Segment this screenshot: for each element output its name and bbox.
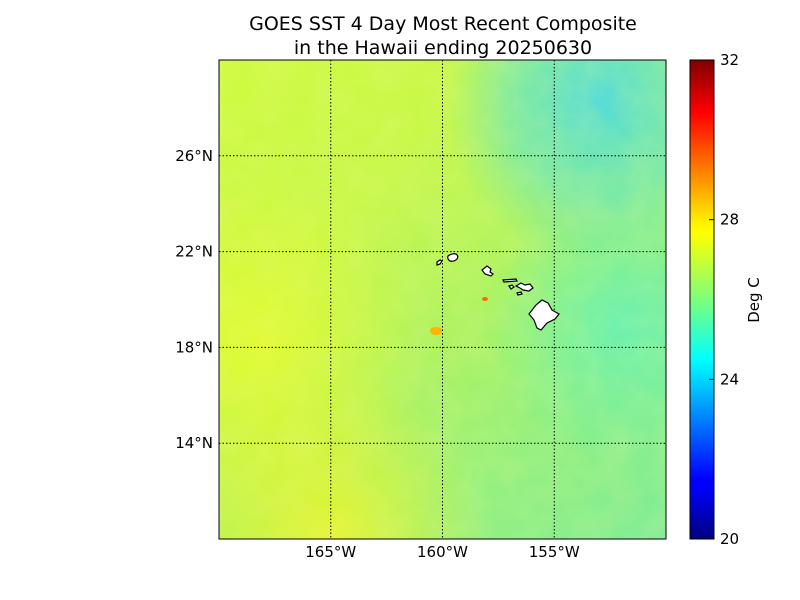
- longitude-label: 165°W: [305, 543, 356, 561]
- warm-spot-small: [482, 297, 488, 301]
- island-kauai: [447, 253, 459, 262]
- island-kahoolawe: [516, 291, 523, 296]
- latitude-label: 26°N: [175, 147, 213, 165]
- map-title: GOES SST 4 Day Most Recent Composite in …: [218, 12, 668, 60]
- colorbar-tick-label: 32: [720, 51, 739, 69]
- colorbar-label: Deg C: [745, 277, 763, 323]
- title-line-2: in the Hawaii ending 20250630: [293, 37, 593, 59]
- longitude-label: 155°W: [529, 543, 580, 561]
- latitude-label: 22°N: [175, 243, 213, 261]
- colorbar-scale: [689, 59, 715, 540]
- map-area: [219, 60, 666, 539]
- colorbar-tick-label: 28: [720, 211, 739, 229]
- latitude-label: 14°N: [175, 434, 213, 452]
- colorbar: 20 24 28 32 Deg C: [689, 51, 763, 548]
- island-molokai: [502, 278, 518, 283]
- colorbar-tick-label: 20: [720, 530, 739, 548]
- colorbar-tick-label: 24: [720, 370, 739, 388]
- hawaiian-islands: [436, 253, 560, 331]
- latitude-label: 18°N: [175, 338, 213, 356]
- title-line-1: GOES SST 4 Day Most Recent Composite: [249, 13, 637, 35]
- longitude-label: 160°W: [417, 543, 468, 561]
- longitude-labels: 165°W 160°W 155°W: [305, 543, 580, 561]
- grid-lines: [219, 60, 666, 539]
- island-niihau: [436, 259, 443, 266]
- colorbar-ticks: 20 24 28 32: [709, 51, 739, 548]
- island-hawaii: [528, 299, 560, 331]
- island-oahu: [481, 265, 494, 277]
- warm-spot: [430, 327, 442, 335]
- map-frame: [218, 59, 667, 540]
- island-lanai: [508, 284, 515, 290]
- island-maui: [514, 282, 534, 292]
- latitude-labels: 26°N 22°N 18°N 14°N: [175, 147, 213, 452]
